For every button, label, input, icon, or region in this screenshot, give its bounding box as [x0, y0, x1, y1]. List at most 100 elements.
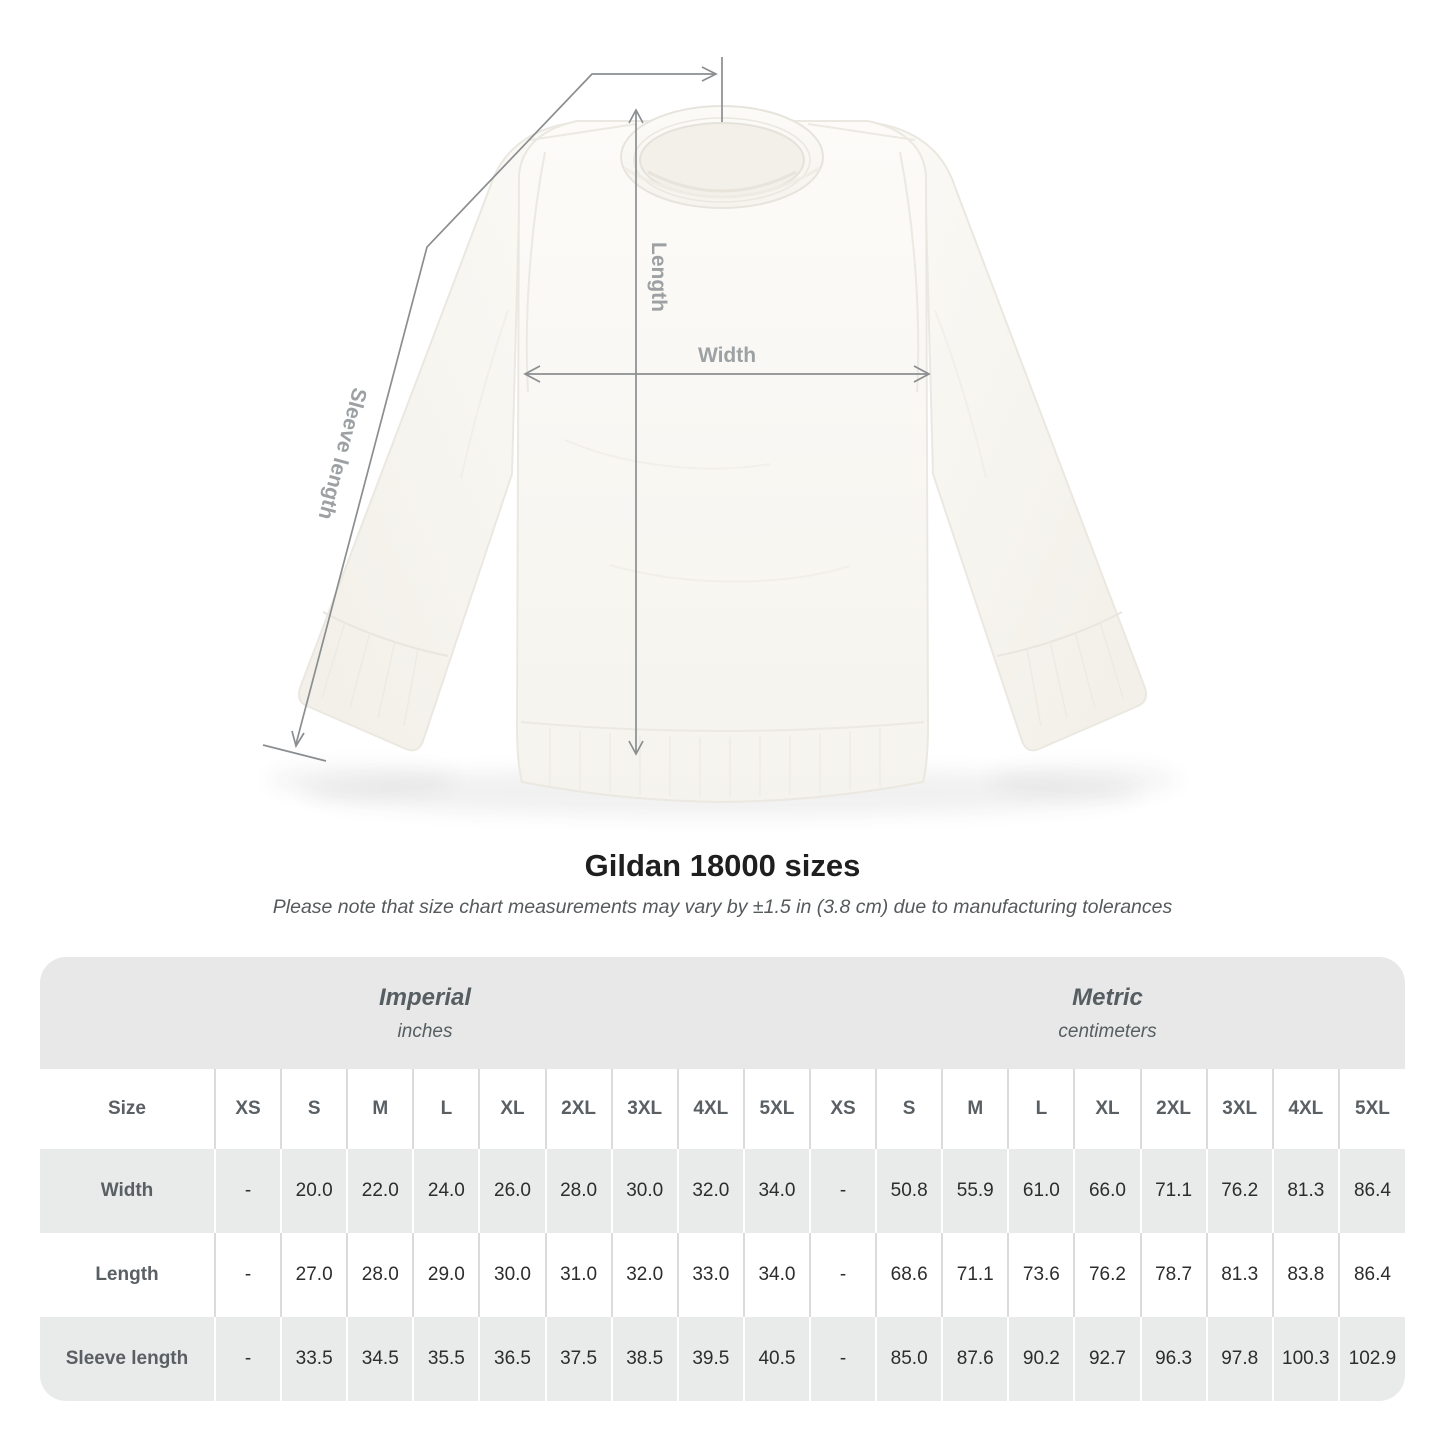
sweatshirt-measurement-diagram: Width Length Sleeve length: [262, 57, 1179, 816]
measurement-value: -: [213, 1233, 282, 1318]
sweatshirt-illustration: [297, 105, 1148, 804]
metric-title: Metric: [1072, 983, 1143, 1011]
size-column-header: M: [941, 1069, 1009, 1150]
size-column-header: L: [412, 1069, 480, 1150]
measurement-value: 34.5: [346, 1317, 414, 1402]
size-column-header: 2XL: [544, 1069, 612, 1150]
measurement-value: 20.0: [280, 1149, 348, 1234]
measurement-value: 32.0: [610, 1233, 678, 1318]
size-column-header: 5XL: [1337, 1069, 1405, 1150]
measurement-value: 26.0: [478, 1149, 546, 1234]
measurement-value: 39.5: [676, 1317, 744, 1402]
size-column-header: XS: [808, 1069, 877, 1150]
measurement-value: 71.1: [1139, 1149, 1207, 1234]
row-label: Width: [100, 1180, 154, 1202]
torso: [515, 120, 930, 804]
size-column-header: XL: [478, 1069, 546, 1150]
measurement-value: 38.5: [610, 1317, 678, 1402]
unit-system-row: Imperial inches Metric centimeters: [40, 957, 1405, 1070]
dimension-lines: [262, 57, 931, 762]
measurement-value: 87.6: [941, 1317, 1009, 1402]
measurement-value: 33.0: [676, 1233, 744, 1318]
size-column-header: 4XL: [1271, 1069, 1339, 1150]
size-chart-table: Imperial inches Metric centimeters Size …: [40, 957, 1405, 1402]
sleeve-length-label: Sleeve length: [314, 385, 371, 522]
row-label: Length: [95, 1264, 159, 1286]
measurement-value: 66.0: [1073, 1149, 1141, 1234]
size-header-row: Size XS S M L XL 2XL 3XL 4XL 5XL XS S M L XL 2XL 3XL 4XL…: [40, 1069, 1405, 1150]
measurement-value: 40.5: [742, 1317, 810, 1402]
measurement-value: 61.0: [1007, 1149, 1075, 1234]
measurement-value: 29.0: [412, 1233, 480, 1318]
size-column-header: 3XL: [610, 1069, 678, 1150]
measurement-value: -: [808, 1233, 877, 1318]
size-column-header: M: [346, 1069, 414, 1150]
measurement-value: 50.8: [875, 1149, 943, 1234]
measurement-value: -: [808, 1149, 877, 1234]
measurement-value: 78.7: [1139, 1233, 1207, 1318]
width-dimension-line: [523, 365, 931, 383]
size-column-header: S: [875, 1069, 943, 1150]
size-column-header: XS: [213, 1069, 282, 1150]
measurement-value: 28.0: [544, 1149, 612, 1234]
measurement-value: 32.0: [676, 1149, 744, 1234]
measurement-value: 36.5: [478, 1317, 546, 1402]
size-table-body: Width -20.0 22.0 24.0 26.0 28.0 30.0 32.0 34.0-5…: [40, 1149, 1405, 1402]
measurement-value: 85.0: [875, 1317, 943, 1402]
length-dimension-line: [628, 108, 644, 756]
measurement-value: 86.4: [1337, 1233, 1405, 1318]
measurement-value: 34.0: [742, 1149, 810, 1234]
imperial-header: Imperial inches: [40, 957, 810, 1070]
measurement-value: 100.3: [1271, 1317, 1339, 1402]
measurement-value: -: [213, 1149, 282, 1234]
measurement-value: 33.5: [280, 1317, 348, 1402]
size-column-header: S: [280, 1069, 348, 1150]
measurement-value: 81.3: [1271, 1149, 1339, 1234]
sizes-table: Imperial inches Metric centimeters Size …: [40, 957, 1405, 1402]
size-column-header: 4XL: [676, 1069, 744, 1150]
measurement-value: 30.0: [610, 1149, 678, 1234]
size-column-header: XL: [1073, 1069, 1141, 1150]
left-sleeve: [297, 120, 579, 752]
measurement-value: 81.3: [1205, 1233, 1273, 1318]
measurement-row-width: Width -20.0 22.0 24.0 26.0 28.0 30.0 32.0 34.0-5…: [40, 1149, 1405, 1234]
right-sleeve: [866, 120, 1148, 752]
measurement-value: 22.0: [346, 1149, 414, 1234]
measurement-value: 68.6: [875, 1233, 943, 1318]
measurement-value: 30.0: [478, 1233, 546, 1318]
length-label: Length: [647, 242, 670, 312]
measurement-row-sleeve-length: Sleeve length - 33.5 34.5 35.5 36.5 37.5 38.5 39…: [40, 1317, 1405, 1402]
measurement-value: 86.4: [1337, 1149, 1405, 1234]
measurement-value: 73.6: [1007, 1233, 1075, 1318]
measurement-value: 28.0: [346, 1233, 414, 1318]
measurement-value: 35.5: [412, 1317, 480, 1402]
measurement-value: 90.2: [1007, 1317, 1075, 1402]
row-label: Sleeve length: [65, 1348, 189, 1370]
measurement-value: 76.2: [1073, 1233, 1141, 1318]
measurement-value: 55.9: [941, 1149, 1009, 1234]
size-column-header: L: [1007, 1069, 1075, 1150]
size-column-header: 2XL: [1139, 1069, 1207, 1150]
measurement-value: 37.5: [544, 1317, 612, 1402]
page-title: Gildan 18000 sizes: [584, 848, 861, 883]
measurement-value: 92.7: [1073, 1317, 1141, 1402]
measurement-value: 24.0: [412, 1149, 480, 1234]
measurement-value: 96.3: [1139, 1317, 1207, 1402]
measurement-value: 71.1: [941, 1233, 1009, 1318]
measurement-value: 83.8: [1271, 1233, 1339, 1318]
tolerance-note: Please note that size chart measurements…: [272, 896, 1173, 919]
imperial-title: Imperial: [378, 983, 472, 1011]
sleeve-length-dimension-line: [262, 57, 723, 762]
measurement-value: 97.8: [1205, 1317, 1273, 1402]
imperial-unit: inches: [397, 1020, 453, 1042]
size-corner-header: Size: [107, 1098, 147, 1120]
measurement-value: 102.9: [1337, 1317, 1405, 1402]
measurement-row-length: Length -27.0 28.0 29.0 30.0 31.0 32.0 33.0 34.0-…: [40, 1233, 1405, 1318]
size-column-header: 3XL: [1205, 1069, 1273, 1150]
measurement-value: 31.0: [544, 1233, 612, 1318]
measurement-value: 76.2: [1205, 1149, 1273, 1234]
measurement-value: 34.0: [742, 1233, 810, 1318]
width-label: Width: [698, 344, 756, 367]
measurement-value: -: [808, 1317, 877, 1402]
